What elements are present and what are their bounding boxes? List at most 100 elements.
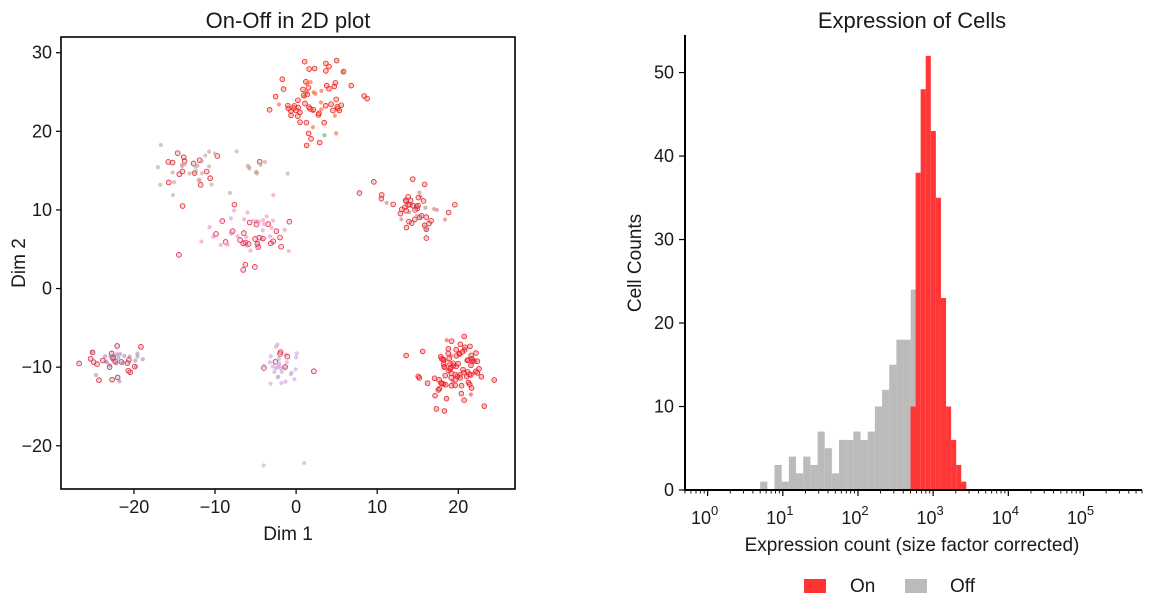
histogram-y-tick-label: 40 xyxy=(654,146,674,166)
scatter-point-on xyxy=(416,375,423,381)
histogram-bar-on xyxy=(940,297,947,490)
scatter-point-off xyxy=(199,159,204,164)
scatter-point-on xyxy=(461,397,467,404)
scatter-point-off xyxy=(269,225,274,230)
scatter-point-off xyxy=(422,224,427,230)
scatter-point-off xyxy=(140,357,145,362)
scatter-point-off xyxy=(179,162,185,167)
scatter-y-tick-label: −20 xyxy=(21,436,52,456)
scatter-point-off xyxy=(322,133,327,138)
scatter-point-off xyxy=(276,102,282,107)
scatter-point-on xyxy=(364,95,370,102)
scatter-point-off xyxy=(302,460,307,466)
scatter-point-on xyxy=(311,368,317,375)
scatter-point-on xyxy=(272,359,279,365)
scatter-point-on xyxy=(268,240,274,247)
scatter-point-on xyxy=(297,109,303,116)
scatter-point-off xyxy=(255,245,260,251)
scatter-point-off xyxy=(187,171,192,176)
scatter-point-off xyxy=(212,151,218,156)
histogram-y-tick-label: 10 xyxy=(654,397,674,417)
scatter-point-off xyxy=(135,354,140,359)
scatter-frame xyxy=(60,36,516,490)
histogram-x-ticks: 100 101 102 103 104 105 xyxy=(684,490,1143,528)
scatter-x-tick-label: 10 xyxy=(367,497,387,517)
histogram-bar-on xyxy=(946,406,952,490)
scatter-point-on xyxy=(453,346,460,353)
scatter-point-off xyxy=(319,88,324,93)
scatter-point-off xyxy=(276,356,282,362)
scatter-point-off xyxy=(170,192,176,198)
scatter-point-on xyxy=(334,104,341,110)
scatter-point-off xyxy=(256,219,262,224)
histogram-y-tick-label: 50 xyxy=(654,63,674,83)
histogram-bar-off xyxy=(903,339,911,490)
histogram-bar-off xyxy=(796,473,804,490)
histogram-legend: On Off xyxy=(804,576,976,597)
scatter-point-on xyxy=(87,355,94,362)
scatter-point-off xyxy=(267,234,273,239)
scatter-point-off xyxy=(285,171,290,176)
histogram-bar-on xyxy=(961,481,967,490)
scatter-point-on xyxy=(331,83,338,90)
scatter-point-on xyxy=(279,76,286,83)
scatter-point-on xyxy=(423,214,430,220)
scatter-point-on xyxy=(333,57,340,64)
scatter-point-on xyxy=(412,207,418,213)
scatter-point-on xyxy=(300,86,306,93)
scatter-point-on xyxy=(468,385,475,391)
scatter-point-on xyxy=(330,107,336,114)
legend-off-swatch xyxy=(905,579,927,593)
scatter-point-on xyxy=(445,209,452,216)
scatter-point-on xyxy=(405,202,412,208)
scatter-point-on xyxy=(323,60,329,67)
scatter-point-off xyxy=(104,360,110,365)
histogram-bar-off xyxy=(803,456,811,490)
scatter-point-off xyxy=(199,239,204,244)
scatter-x-tick-label: 0 xyxy=(291,497,301,517)
scatter-point-off xyxy=(171,180,177,185)
scatter-point-off xyxy=(116,355,121,360)
scatter-point-on xyxy=(306,66,312,72)
scatter-x-ticks: −20 −10 0 10 20 xyxy=(119,489,468,517)
scatter-point-on xyxy=(431,375,438,382)
histogram-bar-on xyxy=(956,464,962,490)
scatter-point-on xyxy=(310,106,317,113)
scatter-point-off xyxy=(133,358,138,363)
scatter-point-off xyxy=(227,190,233,196)
scatter-point-on xyxy=(448,370,454,376)
scatter-point-on xyxy=(308,136,314,142)
scatter-point-off xyxy=(417,190,422,195)
scatter-point-on xyxy=(418,212,425,219)
scatter-point-off xyxy=(286,248,291,254)
scatter-point-on xyxy=(356,190,363,196)
scatter-y-label: Dim 2 xyxy=(9,238,30,288)
scatter-point-off xyxy=(423,205,428,210)
scatter-point-on xyxy=(273,228,280,234)
scatter-point-off xyxy=(268,381,273,386)
scatter-panel: On-Off in 2D plot −20 −10 0 10 20 −20 −10 0 10 2… xyxy=(9,8,516,545)
scatter-point-on xyxy=(448,338,455,344)
scatter-point-off xyxy=(264,214,269,219)
scatter-point-off xyxy=(248,248,253,253)
scatter-point-off xyxy=(273,366,278,371)
scatter-point-on xyxy=(240,230,247,236)
histogram-bar-off xyxy=(896,339,904,490)
scatter-point-on xyxy=(426,220,432,227)
scatter-point-off xyxy=(102,354,108,359)
scatter-point-off xyxy=(218,242,223,248)
scatter-point-on xyxy=(305,130,312,137)
legend-off-label: Off xyxy=(950,576,976,597)
scatter-point-off xyxy=(334,131,339,136)
scatter-point-off xyxy=(444,338,449,343)
scatter-point-on xyxy=(165,179,172,186)
scatter-point-on xyxy=(252,264,258,270)
scatter-point-on xyxy=(440,357,447,363)
scatter-point-off xyxy=(122,353,127,358)
scatter-y-ticks: −20 −10 0 10 20 30 xyxy=(21,43,61,456)
scatter-point-off xyxy=(308,79,313,85)
histogram-y-ticks: 0 10 20 30 40 50 xyxy=(654,63,685,500)
scatter-point-on xyxy=(409,176,416,182)
scatter-point-off xyxy=(258,162,263,167)
